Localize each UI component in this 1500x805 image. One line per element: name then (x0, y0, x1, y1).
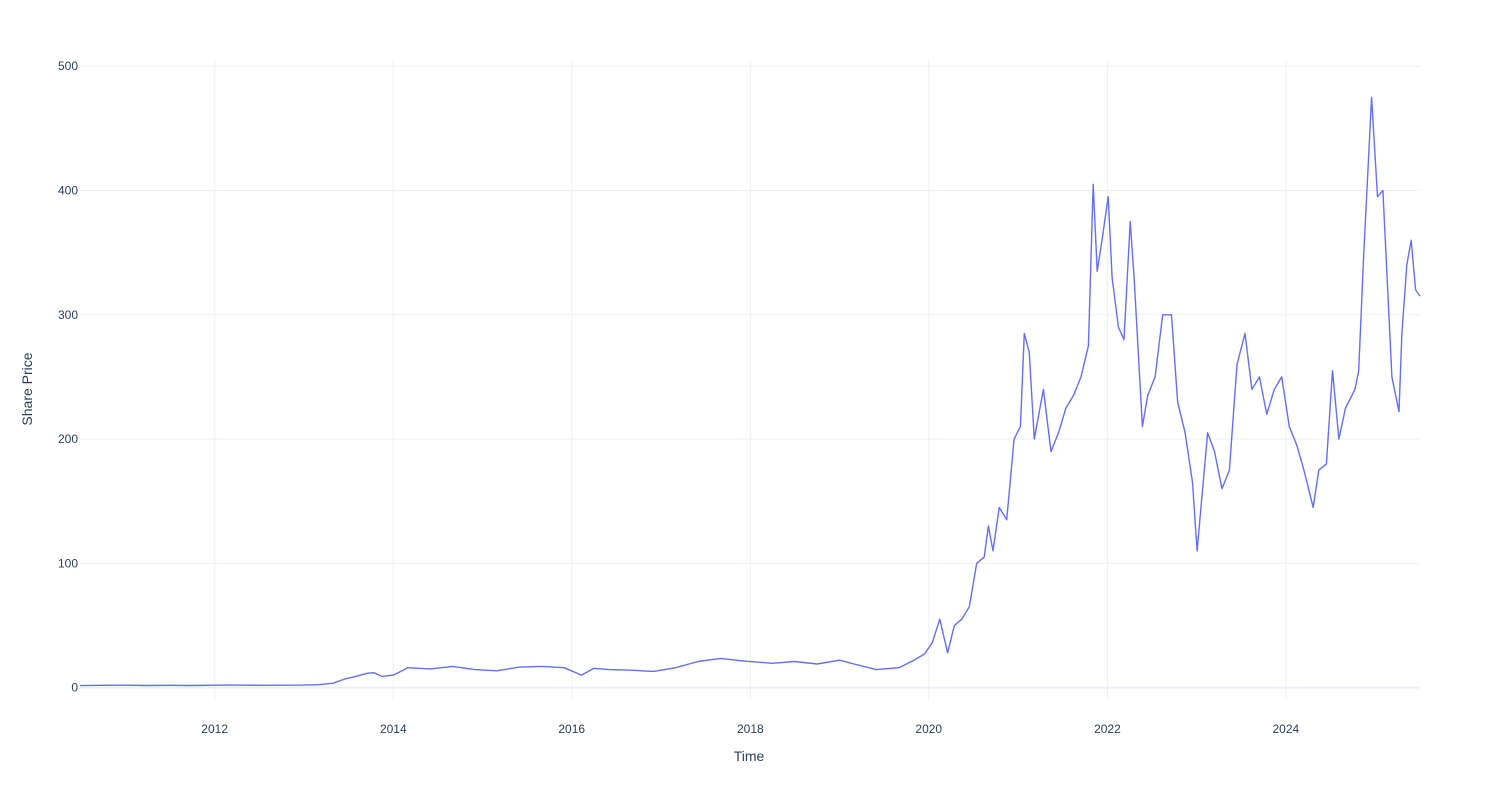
y-tick-label: 100 (58, 556, 78, 570)
series-layer (79, 96, 1421, 687)
x-tick-label: 2022 (1094, 722, 1121, 736)
x-tick-label: 2020 (915, 722, 942, 736)
x-tick-label: 2018 (737, 722, 764, 736)
y-axis-title: Share Price (19, 352, 35, 425)
share-price-line (79, 96, 1421, 687)
y-tick-label: 500 (58, 59, 78, 73)
grid (80, 60, 1420, 700)
x-tick-label: 2014 (380, 722, 407, 736)
y-tick-label: 400 (58, 183, 78, 197)
x-tick-label: 2016 (558, 722, 585, 736)
y-tick-label: 300 (58, 308, 78, 322)
x-tick-label: 2012 (201, 722, 228, 736)
tick-labels: 2012 2014 2016 2018 2020 2022 2024 0 100 200 300 40… (58, 59, 1300, 736)
y-tick-label: 0 (71, 681, 78, 695)
x-tick-label: 2024 (1272, 722, 1299, 736)
x-axis-title: Time (734, 748, 765, 764)
y-tick-label: 200 (58, 432, 78, 446)
